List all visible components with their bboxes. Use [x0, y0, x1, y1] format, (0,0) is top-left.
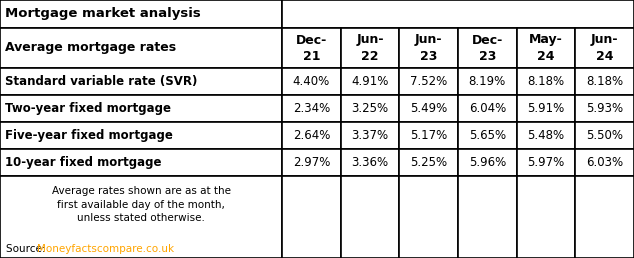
- Text: Source:: Source:: [6, 244, 49, 254]
- Text: 5.17%: 5.17%: [410, 129, 448, 142]
- Text: 4.91%: 4.91%: [351, 75, 389, 88]
- Text: 2.34%: 2.34%: [293, 102, 330, 115]
- Bar: [340, 68, 399, 95]
- Text: 6.04%: 6.04%: [469, 102, 506, 115]
- Bar: [575, 149, 634, 176]
- Text: 7.52%: 7.52%: [410, 75, 448, 88]
- Text: Jun-
22: Jun- 22: [356, 34, 384, 62]
- Bar: [282, 0, 634, 28]
- Bar: [399, 122, 458, 149]
- Bar: [0, 28, 282, 68]
- Text: May-
24: May- 24: [529, 34, 563, 62]
- Bar: [517, 95, 575, 122]
- Bar: [0, 68, 282, 95]
- Text: Dec-
23: Dec- 23: [472, 34, 503, 62]
- Text: 3.36%: 3.36%: [351, 156, 389, 169]
- Text: Average mortgage rates: Average mortgage rates: [5, 42, 176, 54]
- Text: Dec-
21: Dec- 21: [295, 34, 327, 62]
- Text: 4.40%: 4.40%: [293, 75, 330, 88]
- Bar: [0, 95, 282, 122]
- Text: 5.49%: 5.49%: [410, 102, 448, 115]
- Bar: [282, 28, 340, 68]
- Bar: [0, 176, 282, 258]
- Text: Five-year fixed mortgage: Five-year fixed mortgage: [5, 129, 173, 142]
- Text: 5.97%: 5.97%: [527, 156, 565, 169]
- Text: 5.91%: 5.91%: [527, 102, 565, 115]
- Bar: [399, 95, 458, 122]
- Bar: [517, 28, 575, 68]
- Bar: [575, 68, 634, 95]
- Bar: [458, 176, 517, 258]
- Bar: [0, 0, 282, 28]
- Bar: [0, 149, 282, 176]
- Text: 5.48%: 5.48%: [527, 129, 564, 142]
- Text: Standard variable rate (SVR): Standard variable rate (SVR): [5, 75, 197, 88]
- Bar: [575, 122, 634, 149]
- Text: 5.25%: 5.25%: [410, 156, 447, 169]
- Bar: [575, 28, 634, 68]
- Bar: [282, 68, 340, 95]
- Text: Mortgage market analysis: Mortgage market analysis: [5, 7, 201, 20]
- Bar: [340, 149, 399, 176]
- Text: 6.03%: 6.03%: [586, 156, 623, 169]
- Bar: [340, 95, 399, 122]
- Text: 8.18%: 8.18%: [586, 75, 623, 88]
- Bar: [399, 176, 458, 258]
- Bar: [282, 95, 340, 122]
- Bar: [399, 149, 458, 176]
- Bar: [282, 122, 340, 149]
- Bar: [282, 176, 340, 258]
- Bar: [458, 149, 517, 176]
- Text: Jun-
23: Jun- 23: [415, 34, 443, 62]
- Bar: [517, 176, 575, 258]
- Text: 5.50%: 5.50%: [586, 129, 623, 142]
- Text: 3.25%: 3.25%: [351, 102, 389, 115]
- Bar: [458, 95, 517, 122]
- Text: 2.97%: 2.97%: [293, 156, 330, 169]
- Text: 2.64%: 2.64%: [293, 129, 330, 142]
- Bar: [340, 28, 399, 68]
- Bar: [0, 122, 282, 149]
- Text: Moneyfactscompare.co.uk: Moneyfactscompare.co.uk: [37, 244, 174, 254]
- Text: 8.19%: 8.19%: [469, 75, 506, 88]
- Bar: [340, 122, 399, 149]
- Text: Jun-
24: Jun- 24: [591, 34, 618, 62]
- Bar: [575, 176, 634, 258]
- Bar: [458, 28, 517, 68]
- Bar: [399, 68, 458, 95]
- Bar: [340, 176, 399, 258]
- Bar: [282, 149, 340, 176]
- Text: 5.65%: 5.65%: [469, 129, 506, 142]
- Text: Two-year fixed mortgage: Two-year fixed mortgage: [5, 102, 171, 115]
- Bar: [458, 68, 517, 95]
- Text: 8.18%: 8.18%: [527, 75, 564, 88]
- Bar: [575, 95, 634, 122]
- Bar: [517, 68, 575, 95]
- Bar: [517, 149, 575, 176]
- Text: 5.93%: 5.93%: [586, 102, 623, 115]
- Text: 10-year fixed mortgage: 10-year fixed mortgage: [5, 156, 162, 169]
- Text: 5.96%: 5.96%: [469, 156, 506, 169]
- Text: Average rates shown are as at the
first available day of the month,
unless state: Average rates shown are as at the first …: [51, 187, 231, 223]
- Bar: [399, 28, 458, 68]
- Bar: [458, 122, 517, 149]
- Text: 3.37%: 3.37%: [351, 129, 389, 142]
- Bar: [517, 122, 575, 149]
